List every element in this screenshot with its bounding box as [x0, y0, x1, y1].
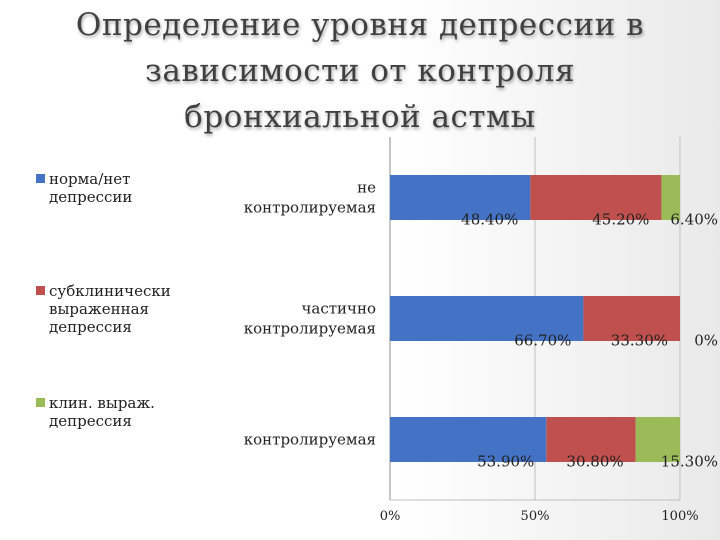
- bar-segment: [546, 417, 636, 462]
- legend-label: норма/нет: [49, 170, 131, 188]
- category-label: не: [357, 179, 376, 197]
- category-label: частично: [301, 300, 376, 318]
- legend-label: депрессия: [49, 318, 132, 336]
- category-label: контролируемая: [244, 431, 376, 449]
- bar-segment: [635, 417, 680, 462]
- data-label: 0%: [694, 332, 718, 350]
- legend-swatch: [36, 398, 45, 407]
- data-label: 33.30%: [611, 332, 668, 350]
- data-label: 45.20%: [592, 211, 649, 229]
- data-label: 6.40%: [670, 211, 718, 229]
- legend-label: клин. выраж.: [49, 394, 155, 412]
- title-line: зависимости от контроля: [144, 53, 576, 89]
- data-label: 53.90%: [477, 453, 534, 471]
- legend-item-clinical: клин. выраж. депрессия: [36, 394, 186, 430]
- data-label: 66.70%: [514, 332, 571, 350]
- bar-segment: [530, 175, 662, 220]
- legend-label: субклинически: [49, 282, 171, 300]
- data-label: 30.80%: [566, 453, 623, 471]
- legend-label: выраженная: [49, 300, 150, 318]
- bar-segment: [390, 296, 584, 341]
- x-tick-label: 0%: [380, 509, 401, 524]
- legend-label: депрессии: [49, 188, 133, 206]
- title-line: Определение уровня депрессии в: [75, 7, 645, 43]
- x-tick-label: 50%: [521, 509, 550, 524]
- slide-title: Определение уровня депрессии в зависимос…: [40, 2, 680, 140]
- legend-item-subclinical: субклинически выраженная депрессия: [36, 282, 186, 336]
- data-label: 48.40%: [461, 211, 518, 229]
- bar-segment: [390, 175, 531, 220]
- legend-label: депрессия: [49, 412, 132, 430]
- bar-segment: [661, 175, 680, 220]
- legend-swatch: [36, 174, 45, 183]
- x-tick-label: 100%: [661, 509, 698, 524]
- data-label: 15.30%: [661, 453, 718, 471]
- title-line: бронхиальной астмы: [184, 99, 536, 135]
- legend-item-normal: норма/нет депрессии: [36, 170, 186, 206]
- legend-swatch: [36, 286, 45, 295]
- bar-segment: [390, 417, 547, 462]
- bar-segment: [583, 296, 680, 341]
- category-label: контролируемая: [244, 320, 376, 338]
- category-label: контролируемая: [244, 199, 376, 217]
